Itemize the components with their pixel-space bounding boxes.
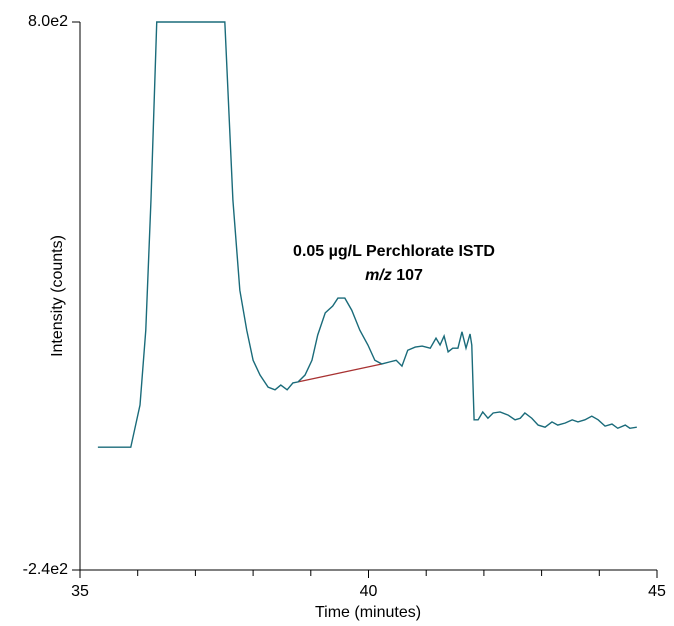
y-tick-label: -2.4e2 [23,561,68,578]
y-tick-label: 8.0e2 [28,13,68,30]
y-axis-label: Intensity (counts) [49,235,66,357]
annotation-mz: m/z 107 [365,267,423,284]
x-tick-label: 45 [648,583,666,600]
annotation: 0.05 µg/L Perchlorate ISTD [293,243,495,260]
mz-label: m/z [365,267,392,284]
x-tick-label: 40 [360,583,378,600]
baseline [297,363,382,383]
x-tick-label: 35 [71,583,89,600]
x-axis-label: Time (minutes) [315,604,421,621]
trace [97,21,637,448]
mz-value: 107 [396,267,423,284]
